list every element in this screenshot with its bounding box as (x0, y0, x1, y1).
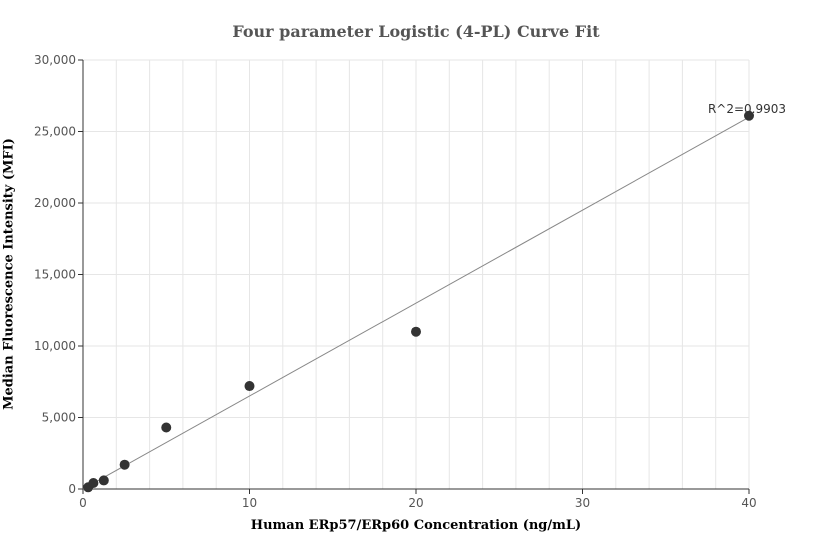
data-point (119, 459, 130, 470)
y-tick-label: 5,000 (42, 411, 76, 425)
y-tick-label: 25,000 (34, 125, 76, 139)
data-point (98, 475, 109, 486)
x-tick-label: 10 (242, 496, 257, 510)
y-axis-label: Median Fluorescence Intensity (MFI) (1, 138, 17, 410)
data-point (88, 477, 99, 488)
data-point (161, 422, 172, 433)
x-tick-label: 20 (408, 496, 423, 510)
y-tick-label: 30,000 (34, 53, 76, 67)
y-tick-label: 0 (68, 482, 76, 496)
y-tick-label: 20,000 (34, 196, 76, 210)
x-tick-label: 30 (575, 496, 590, 510)
fit-line (82, 116, 750, 490)
data-point (744, 110, 754, 121)
y-tick-label: 15,000 (34, 268, 76, 282)
x-axis-label: Human ERp57/ERp60 Concentration (ng/mL) (250, 518, 582, 533)
tick-labels: 0 5,000 10,000 15,000 20,000 25,000 30,000 0 10 2… (34, 53, 757, 510)
data-point (411, 326, 421, 337)
r-squared-annotation: R^2=0.9903 (708, 102, 786, 116)
data-points (83, 110, 754, 493)
grid-lines (82, 59, 750, 490)
x-tick-label: 40 (741, 496, 756, 510)
y-tick-label: 10,000 (34, 339, 76, 353)
chart-title: Four parameter Logistic (4-PL) Curve Fit (232, 22, 600, 41)
data-point (244, 381, 255, 392)
axes (78, 59, 750, 494)
x-tick-label: 0 (79, 496, 87, 510)
